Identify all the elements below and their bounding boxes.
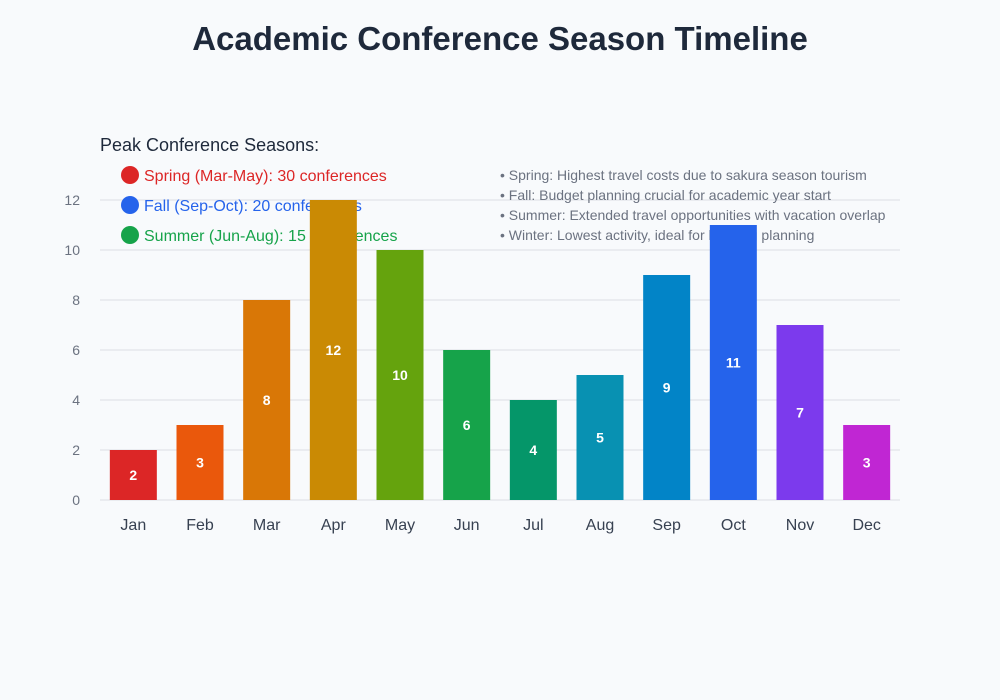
x-tick-label: Jun — [454, 517, 480, 534]
x-tick-label: Feb — [186, 517, 214, 534]
bar-value-label: 3 — [863, 455, 871, 471]
bar-value-label: 12 — [326, 342, 342, 358]
season-color-dot — [121, 166, 139, 184]
bar-value-label: 11 — [726, 355, 741, 371]
bar-value-label: 9 — [663, 380, 671, 396]
y-tick-label: 8 — [72, 292, 80, 308]
bar-jul — [509, 400, 557, 500]
x-tick-label: Sep — [652, 517, 681, 534]
x-tick-label: Aug — [586, 517, 614, 534]
bar-value-label: 5 — [596, 430, 604, 446]
y-tick-label: 10 — [64, 242, 80, 258]
y-tick-label: 0 — [72, 492, 80, 508]
x-tick-label: Oct — [721, 517, 746, 534]
annotation-note: • Fall: Budget planning crucial for acad… — [500, 187, 831, 203]
bar-may — [376, 250, 424, 500]
bar-value-label: 3 — [196, 455, 204, 471]
y-tick-label: 6 — [72, 342, 80, 358]
y-tick-label: 4 — [72, 392, 80, 408]
season-color-dot — [121, 196, 139, 214]
x-tick-label: Dec — [852, 517, 880, 534]
season-label: Spring (Mar-May): 30 conferences — [144, 168, 387, 185]
x-tick-label: Jul — [523, 517, 543, 534]
x-tick-label: Nov — [786, 517, 814, 534]
x-tick-label: May — [385, 517, 415, 534]
annotation-note: • Winter: Lowest activity, ideal for hou… — [500, 227, 814, 243]
season-label: Summer (Jun-Aug): 15 conferences — [144, 228, 397, 245]
bar-mar — [243, 300, 291, 500]
x-tick-label: Apr — [321, 517, 347, 534]
bar-value-label: 10 — [392, 367, 408, 383]
bar-sep — [643, 275, 691, 500]
chart-title: Academic Conference Season Timeline — [192, 20, 808, 57]
annotation-note: • Spring: Highest travel costs due to sa… — [500, 167, 867, 183]
bar-value-label: 4 — [529, 442, 537, 458]
bar-apr — [309, 200, 357, 500]
x-tick-label: Mar — [253, 517, 281, 534]
bar-feb — [176, 425, 224, 500]
bar-value-label: 8 — [263, 392, 271, 408]
bar-nov — [776, 325, 824, 500]
bar-value-label: 6 — [463, 417, 471, 433]
bar-value-label: 7 — [796, 405, 804, 421]
bar-jun — [443, 350, 491, 500]
season-color-dot — [121, 226, 139, 244]
bar-value-label: 2 — [129, 467, 137, 483]
annotation-note: • Summer: Extended travel opportunities … — [500, 207, 886, 223]
bar-aug — [576, 375, 624, 500]
season-label: Fall (Sep-Oct): 20 conferences — [144, 198, 362, 215]
y-tick-label: 12 — [64, 192, 80, 208]
annotation-heading: Peak Conference Seasons: — [100, 135, 319, 155]
bar-jan — [109, 450, 157, 500]
x-tick-label: Jan — [120, 517, 146, 534]
y-tick-label: 2 — [72, 442, 80, 458]
bar-dec — [843, 425, 891, 500]
bar-oct — [709, 225, 757, 500]
